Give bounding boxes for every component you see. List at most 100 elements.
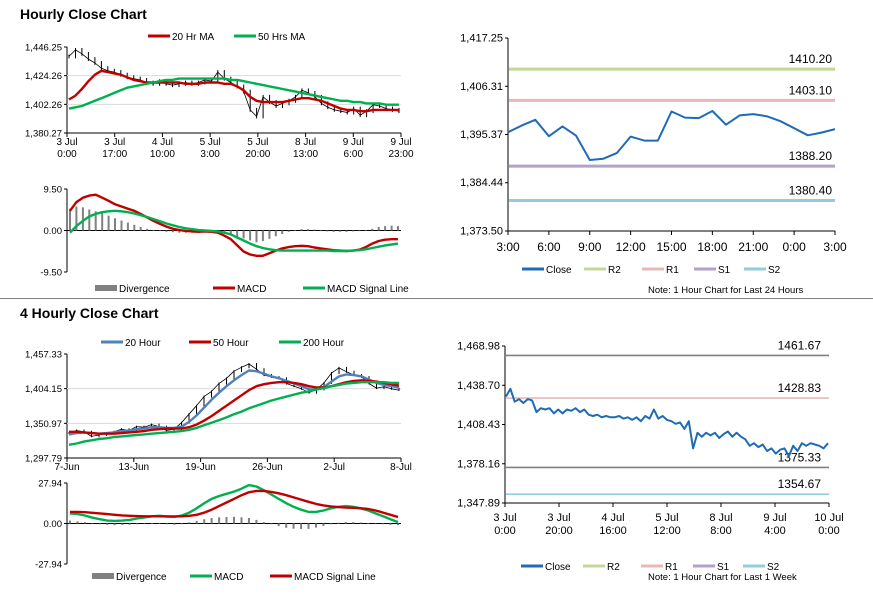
hourly-macd-divergence-bar [345, 230, 348, 232]
hourly-macd-divergence-bar [139, 227, 142, 231]
hourly-price-series-50-hrs-ma [68, 77, 399, 110]
four-hourly-close-week-legend-label: Close [545, 562, 571, 573]
four-hourly-close-week-series-close [505, 387, 829, 458]
hourly-macd-divergence-bar [390, 225, 393, 231]
hourly-macd-divergence-bar [300, 229, 303, 231]
four-hourly-macd-divergence-bar [113, 523, 116, 526]
hourly-close-24h-y-tick-label: 1,395.37 [460, 129, 503, 141]
four-hourly-macd-divergence-bar [352, 522, 355, 524]
four-hourly-close-week-x-tick-label: 0:00 [494, 525, 515, 537]
four-hourly-close-week-x-tick-label: 16:00 [599, 525, 627, 537]
hourly-macd-series-macd-signal-line [69, 209, 399, 253]
four-hourly-macd-divergence-bar [195, 520, 198, 524]
hourly-close-24h-level-label: 1403.10 [789, 83, 833, 97]
hourly-price-legend-label: 50 Hrs MA [258, 32, 306, 43]
hourly-macd-legend-label: MACD Signal Line [327, 284, 409, 295]
four-hourly-macd-legend-swatch [92, 573, 114, 579]
hourly-macd-divergence-bar [178, 230, 181, 233]
hourly-macd-divergence-bar [69, 208, 71, 231]
four-hourly-price-y-tick-label: 1,350.97 [25, 419, 62, 430]
hourly-price-x-tick-label: 3 Jul [104, 137, 125, 148]
four-hourly-macd-legend-label: MACD [214, 572, 243, 583]
hourly-close-24h-x-tick-label: 18:00 [697, 240, 727, 254]
four-hourly-close-week-legend-label: S1 [717, 562, 730, 573]
hourly-macd-divergence-bar [94, 211, 97, 231]
four-hourly-close-week-note: Note: 1 Hour Chart for Last 1 Week [648, 572, 797, 583]
four-hourly-macd-divergence-bar [315, 523, 317, 528]
hourly-close-24h-note: Note: 1 Hour Chart for Last 24 Hours [648, 285, 803, 296]
four-hourly-macd-divergence-bar [367, 523, 370, 524]
four-hourly-price-y-tick-label: 1,297.79 [25, 454, 62, 465]
four-hourly-close-week-legend-label: R2 [607, 562, 620, 573]
four-hourly-macd-divergence-bar [218, 517, 221, 524]
four-hourly-macd-divergence-bar [233, 516, 235, 524]
four-hourly-price-x-tick-label: 26-Jun [252, 462, 283, 473]
hourly-close-24h-x-tick-label: 9:00 [578, 240, 602, 254]
hourly-macd-divergence-bar [371, 228, 374, 231]
hourly-price-x-tick-label: 3 Jul [56, 137, 77, 148]
hourly-price-y-tick-label: 1,380.27 [25, 129, 62, 140]
hourly-macd-divergence-bar [339, 230, 342, 232]
hourly-price-y-tick-label: 1,446.25 [25, 43, 62, 54]
hourly-macd-divergence-bar [101, 213, 104, 231]
hourly-close-24h-y-tick-label: 1,384.44 [460, 177, 503, 189]
four-hourly-close-week-x-tick-label: 10 Jul [814, 512, 843, 524]
hourly-price-x-tick-label: 9 Jul [390, 137, 411, 148]
four-hourly-price-series-20-hour [68, 369, 400, 436]
hourly-close-24h-y-tick-label: 1,406.31 [460, 81, 503, 93]
four-hourly-macd-divergence-bar [76, 521, 79, 524]
hourly-price-x-tick-label: 13:00 [293, 149, 318, 160]
four-hourly-close-week-legend-label: S2 [767, 562, 780, 573]
four-hourly-macd-divergence-bar [382, 523, 385, 525]
hourly-macd-divergence-bar [114, 218, 116, 231]
four-hourly-macd-series-macd-signal-line [70, 489, 399, 519]
four-hourly-close-week-level-label: 1354.67 [778, 477, 822, 491]
four-hourly-macd-series-macd [69, 483, 399, 524]
hourly-price-x-tick-label: 20:00 [245, 149, 270, 160]
hourly-price-x-tick-label: 0:00 [57, 149, 77, 160]
hourly-macd-divergence-bar [146, 228, 149, 231]
four-hourly-macd-divergence-bar [240, 517, 243, 524]
four-hourly-close-week-x-tick-label: 9 Jul [763, 512, 786, 524]
hourly-macd-divergence-bar [126, 222, 129, 231]
four-hourly-macd-divergence-bar [106, 523, 109, 525]
hourly-macd-divergence-bar [171, 230, 174, 233]
hourly-macd-divergence-bar [165, 230, 168, 232]
hourly-price-x-tick-label: 10:00 [150, 149, 175, 160]
four-hourly-macd-divergence-bar [337, 522, 340, 524]
four-hourly-macd-divergence-bar [292, 523, 295, 529]
four-hourly-macd-legend-label: Divergence [116, 572, 167, 583]
four-hourly-close-week-x-tick-label: 8 Jul [709, 512, 732, 524]
four-hourly-macd-divergence-bar [329, 523, 332, 525]
hourly-macd-divergence-bar [364, 230, 367, 231]
hourly-price-x-tick-label: 5 Jul [200, 137, 221, 148]
four-hourly-price-legend-label: 200 Hour [303, 338, 345, 349]
four-hourly-close-week-level-label: 1375.33 [778, 450, 822, 464]
four-hourly-macd-divergence-bar [98, 523, 101, 525]
four-hourly-macd-y-tick-label: -27.94 [35, 560, 62, 571]
hourly-close-24h-legend-label: S1 [718, 265, 731, 276]
four-hourly-macd-divergence-bar [322, 523, 325, 527]
four-hourly-macd-divergence-bar [136, 523, 139, 525]
four-hourly-close-week-x-tick-label: 5 Jul [655, 512, 678, 524]
hourly-macd-y-tick-label: -9.50 [40, 268, 62, 279]
hourly-close-24h-x-tick-label: 0:00 [782, 240, 806, 254]
hourly-macd-legend-label: MACD [237, 284, 266, 295]
hourly-macd-divergence-bar [133, 224, 136, 231]
hourly-close-24h-series-close [507, 110, 836, 161]
hourly-macd-divergence-bar [255, 230, 258, 243]
hourly-macd-divergence-bar [326, 230, 329, 232]
four-hourly-close-week-x-tick-label: 12:00 [653, 525, 681, 537]
hourly-close-24h-x-tick-label: 6:00 [537, 240, 561, 254]
hourly-macd-legend-swatch [95, 285, 117, 291]
hourly-macd-divergence-bar [352, 230, 354, 232]
four-hourly-macd-divergence-bar [344, 522, 347, 524]
four-hourly-macd-divergence-bar [300, 523, 303, 529]
four-hourly-price-series-200-hour [68, 381, 399, 446]
four-hourly-macd-divergence-bar [247, 518, 250, 524]
four-hourly-macd-legend-label: MACD Signal Line [294, 572, 376, 583]
hourly-macd-divergence-bar [236, 230, 239, 237]
hourly-macd-series-macd [69, 193, 398, 258]
four-hourly-macd-y-tick-label: 0.00 [44, 519, 63, 530]
